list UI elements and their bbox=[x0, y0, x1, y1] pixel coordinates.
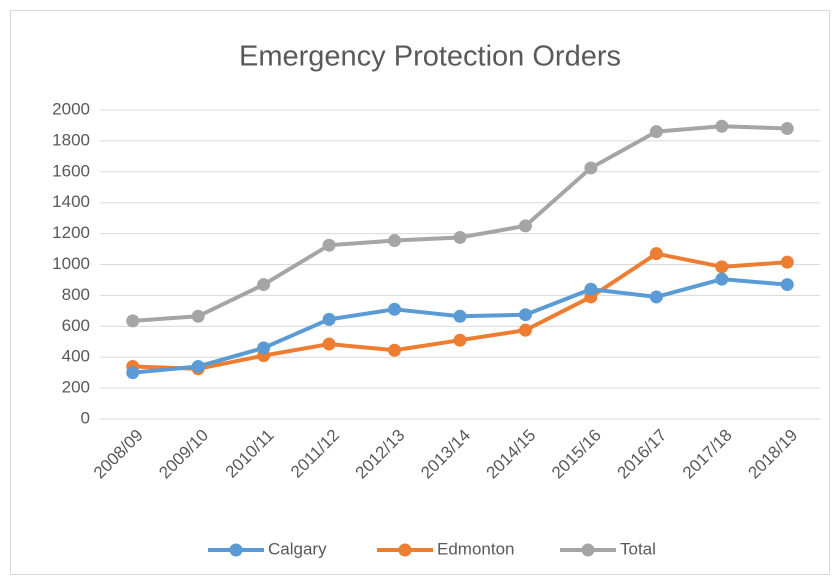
data-point bbox=[322, 337, 336, 351]
y-tick-label: 1400 bbox=[52, 192, 90, 211]
data-point bbox=[780, 255, 794, 269]
data-point bbox=[388, 234, 402, 248]
data-point bbox=[584, 282, 598, 296]
y-tick-label: 1600 bbox=[52, 161, 90, 180]
y-tick-label: 600 bbox=[62, 316, 90, 335]
data-point bbox=[388, 343, 402, 357]
data-point bbox=[191, 309, 205, 323]
data-point bbox=[453, 230, 467, 244]
legend-marker bbox=[229, 543, 243, 557]
y-tick-label: 1800 bbox=[52, 130, 90, 149]
y-tick-label: 200 bbox=[62, 378, 90, 397]
data-point bbox=[453, 309, 467, 323]
data-point bbox=[388, 302, 402, 316]
data-point bbox=[649, 290, 663, 304]
data-point bbox=[126, 314, 140, 328]
legend-label: Edmonton bbox=[437, 539, 515, 558]
data-point bbox=[257, 278, 271, 292]
data-point bbox=[453, 333, 467, 347]
data-point bbox=[518, 219, 532, 233]
data-point bbox=[584, 161, 598, 175]
data-point bbox=[780, 278, 794, 292]
legend-label: Calgary bbox=[268, 539, 327, 558]
y-tick-label: 1000 bbox=[52, 254, 90, 273]
data-point bbox=[191, 359, 205, 373]
data-point bbox=[322, 312, 336, 326]
data-point bbox=[649, 125, 663, 139]
y-tick-label: 0 bbox=[81, 408, 90, 427]
chart-title: Emergency Protection Orders bbox=[239, 41, 621, 73]
data-point bbox=[322, 238, 336, 252]
data-point bbox=[780, 122, 794, 136]
data-point bbox=[715, 119, 729, 133]
data-point bbox=[518, 323, 532, 337]
y-tick-label: 2000 bbox=[52, 99, 90, 118]
legend-label: Total bbox=[620, 539, 656, 558]
data-point bbox=[126, 366, 140, 380]
data-point bbox=[518, 308, 532, 322]
data-point bbox=[649, 247, 663, 261]
y-tick-label: 400 bbox=[62, 347, 90, 366]
chart-border bbox=[10, 10, 830, 575]
legend-marker bbox=[398, 543, 412, 557]
data-point bbox=[257, 341, 271, 355]
y-tick-label: 800 bbox=[62, 285, 90, 304]
legend-marker bbox=[581, 543, 595, 557]
y-tick-label: 1200 bbox=[52, 223, 90, 242]
data-point bbox=[715, 272, 729, 286]
data-point bbox=[715, 260, 729, 274]
